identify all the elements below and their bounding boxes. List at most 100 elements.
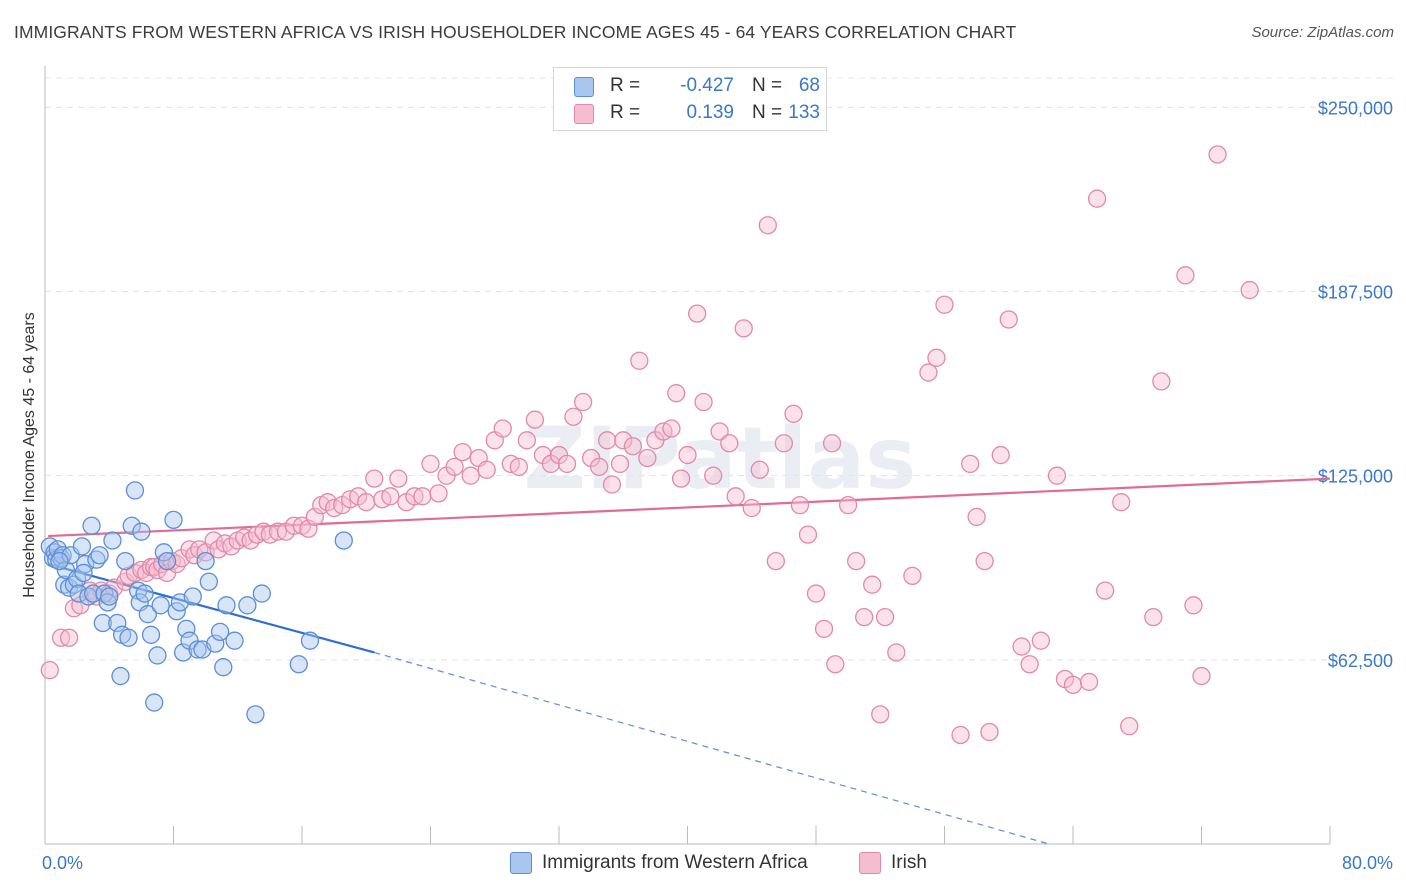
data-point-irish bbox=[999, 310, 1018, 329]
data-point-western-africa bbox=[206, 634, 225, 653]
data-point-irish bbox=[1184, 596, 1203, 615]
data-point-western-africa bbox=[289, 655, 308, 674]
x-tick-label-max: 80.0% bbox=[1342, 853, 1393, 873]
data-point-irish bbox=[623, 437, 643, 456]
data-point-irish bbox=[766, 551, 785, 571]
data-point-irish bbox=[610, 454, 630, 474]
data-point-western-africa bbox=[246, 705, 265, 724]
legend-label-irish: Irish bbox=[891, 852, 927, 873]
data-point-western-africa bbox=[93, 613, 112, 633]
data-point-irish bbox=[1095, 581, 1115, 600]
data-point-irish bbox=[951, 725, 970, 745]
data-point-irish bbox=[429, 484, 448, 503]
data-point-western-africa bbox=[300, 631, 320, 650]
data-point-irish bbox=[734, 319, 753, 338]
data-point-western-africa bbox=[199, 572, 218, 591]
axes bbox=[44, 66, 1331, 845]
data-point-western-africa bbox=[183, 587, 202, 606]
data-point-irish bbox=[1063, 675, 1083, 695]
data-point-western-africa bbox=[334, 531, 353, 550]
legend-n-label: N = bbox=[752, 102, 783, 123]
legend-r-value: 0.139 bbox=[686, 102, 734, 123]
data-point-western-africa bbox=[151, 596, 170, 615]
legend-swatch-irish bbox=[859, 852, 881, 874]
data-point-irish bbox=[389, 469, 408, 488]
data-point-western-africa bbox=[214, 658, 233, 677]
data-point-irish bbox=[1176, 266, 1195, 285]
trend-lines bbox=[47, 477, 1331, 845]
data-point-irish bbox=[1087, 189, 1107, 208]
data-point-irish bbox=[1152, 372, 1171, 391]
data-point-irish bbox=[710, 422, 729, 441]
data-point-irish bbox=[798, 525, 818, 544]
trend-line-irish bbox=[48, 477, 1331, 538]
data-point-irish bbox=[509, 457, 528, 476]
data-point-irish bbox=[671, 469, 691, 488]
data-point-western-africa bbox=[141, 625, 161, 644]
legend-n-value: 68 bbox=[798, 75, 820, 96]
data-point-irish bbox=[826, 655, 845, 674]
data-point-western-africa bbox=[217, 596, 236, 615]
y-axis-label: Householder Income Ages 45 - 64 years bbox=[21, 312, 38, 598]
data-point-irish bbox=[855, 607, 874, 627]
data-point-irish bbox=[602, 475, 622, 494]
data-point-irish bbox=[1120, 716, 1139, 736]
data-point-western-africa bbox=[100, 587, 119, 606]
data-point-western-africa bbox=[74, 563, 93, 583]
tick-labels: $62,500 $125,000 $187,500 $250,000 0.0% 80.0% bbox=[42, 98, 1393, 873]
data-point-irish bbox=[630, 351, 649, 370]
data-point-irish bbox=[493, 419, 512, 438]
data-point-western-africa bbox=[72, 537, 92, 556]
y-tick-label: $125,000 bbox=[1318, 467, 1393, 487]
data-point-irish bbox=[784, 404, 803, 423]
legend-r-label: R = bbox=[610, 102, 641, 123]
data-point-irish bbox=[1079, 672, 1099, 692]
y-tick-label: $187,500 bbox=[1318, 283, 1393, 303]
data-point-irish bbox=[1112, 493, 1131, 512]
data-point-irish bbox=[662, 419, 681, 438]
data-point-irish bbox=[667, 384, 686, 403]
trend-line-western-africa bbox=[47, 563, 375, 654]
stats-legend: R = -0.427 N = 68 R = 0.139 N = 133 bbox=[553, 67, 827, 131]
data-point-irish bbox=[774, 434, 794, 453]
data-point-western-africa bbox=[132, 522, 151, 541]
data-point-irish bbox=[1208, 145, 1227, 164]
data-point-western-africa bbox=[148, 646, 167, 665]
data-point-irish bbox=[980, 722, 999, 742]
data-point-irish bbox=[871, 705, 890, 724]
data-point-irish bbox=[1012, 637, 1031, 656]
data-point-irish bbox=[1192, 666, 1211, 686]
y-tick-label: $62,500 bbox=[1328, 651, 1393, 671]
data-point-western-africa bbox=[145, 693, 164, 712]
data-point-irish bbox=[461, 466, 480, 485]
legend-swatch-western-africa bbox=[574, 77, 594, 97]
legend-swatch-irish bbox=[574, 104, 594, 124]
data-point-irish bbox=[967, 507, 986, 527]
data-point-irish bbox=[1047, 466, 1067, 485]
data-point-irish bbox=[822, 434, 842, 453]
data-point-western-africa bbox=[196, 551, 215, 571]
y-tick-label: $250,000 bbox=[1318, 98, 1393, 118]
data-point-western-africa bbox=[103, 531, 122, 550]
data-point-irish bbox=[557, 454, 577, 474]
source-label: Source: ZipAtlas.com bbox=[1251, 24, 1394, 41]
data-point-western-africa bbox=[138, 605, 157, 624]
data-point-irish bbox=[381, 487, 400, 506]
data-point-western-africa bbox=[116, 551, 135, 571]
data-point-irish bbox=[204, 531, 223, 550]
legend-label-western-africa: Immigrants from Western Africa bbox=[542, 852, 808, 873]
legend-n-value: 133 bbox=[788, 102, 820, 123]
data-point-irish bbox=[413, 487, 432, 506]
data-point-western-africa bbox=[50, 551, 69, 571]
series-legend: Immigrants from Western Africa Irish bbox=[0, 850, 1406, 880]
data-point-irish bbox=[573, 392, 593, 412]
data-point-irish bbox=[1144, 607, 1163, 627]
data-point-irish bbox=[694, 392, 713, 412]
data-point-irish bbox=[903, 566, 922, 586]
data-point-irish bbox=[991, 445, 1010, 465]
data-point-irish bbox=[961, 454, 980, 474]
data-point-western-africa bbox=[188, 640, 207, 659]
data-point-western-africa bbox=[125, 481, 145, 500]
x-tick-label-min: 0.0% bbox=[42, 853, 83, 873]
